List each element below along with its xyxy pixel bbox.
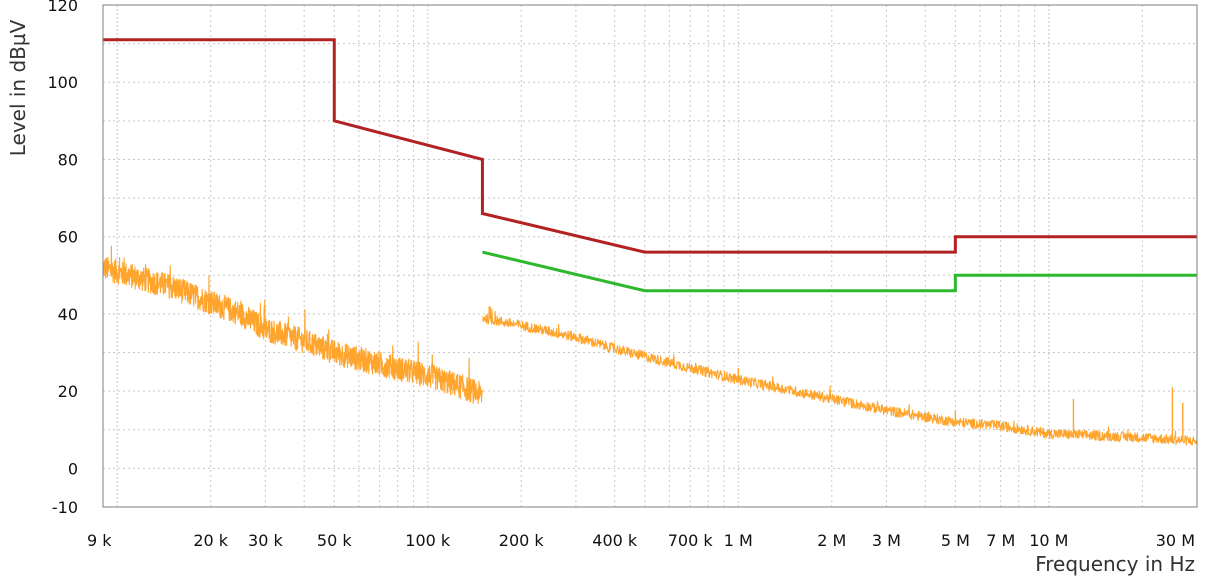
quasi-peak-limit-line	[103, 38, 1197, 254]
y-axis-label: Level in dBµV	[6, 19, 30, 156]
x-tick-label: 50 k	[317, 531, 352, 550]
x-tick-label: 200 k	[499, 531, 545, 550]
x-tick-label: 7 M	[986, 531, 1015, 550]
x-tick-label: 10 M	[1029, 531, 1068, 550]
average-limit-line	[482, 250, 1197, 293]
x-tick-label: 700 k	[668, 531, 714, 550]
x-tick-label: 9 k	[87, 531, 112, 550]
x-tick-label: 1 M	[724, 531, 753, 550]
measurement-trace-segment	[102, 245, 483, 405]
x-tick-label: 5 M	[941, 531, 970, 550]
x-tick-label: 30 k	[248, 531, 283, 550]
measurement-trace-segment	[481, 305, 1198, 446]
y-tick-label: 100	[47, 73, 78, 92]
y-tick-label: 60	[58, 228, 78, 247]
x-axis-label: Frequency in Hz	[1035, 552, 1195, 576]
plot-frame	[102, 4, 1198, 508]
y-tick-label: 20	[58, 382, 78, 401]
x-tick-label: 30 M	[1156, 531, 1195, 550]
x-tick-label: 2 M	[817, 531, 846, 550]
x-tick-labels: 9 k 20 k 30 k 50 k 100 k 200 k 400 k 700 k 1 M 2 …	[87, 531, 1195, 550]
x-tick-label: 100 k	[405, 531, 451, 550]
x-tick-label: 400 k	[592, 531, 638, 550]
y-tick-label: 80	[58, 150, 78, 169]
y-tick-label: 120	[47, 0, 78, 15]
series-layer	[102, 38, 1198, 446]
y-tick-label: 0	[68, 459, 78, 478]
x-tick-label: 20 k	[193, 531, 228, 550]
y-tick-label: -10	[52, 498, 78, 517]
x-tick-label: 3 M	[872, 531, 901, 550]
y-tick-labels: 120 100 80 60 40 20 0 -10	[47, 0, 78, 517]
y-tick-label: 40	[58, 305, 78, 324]
